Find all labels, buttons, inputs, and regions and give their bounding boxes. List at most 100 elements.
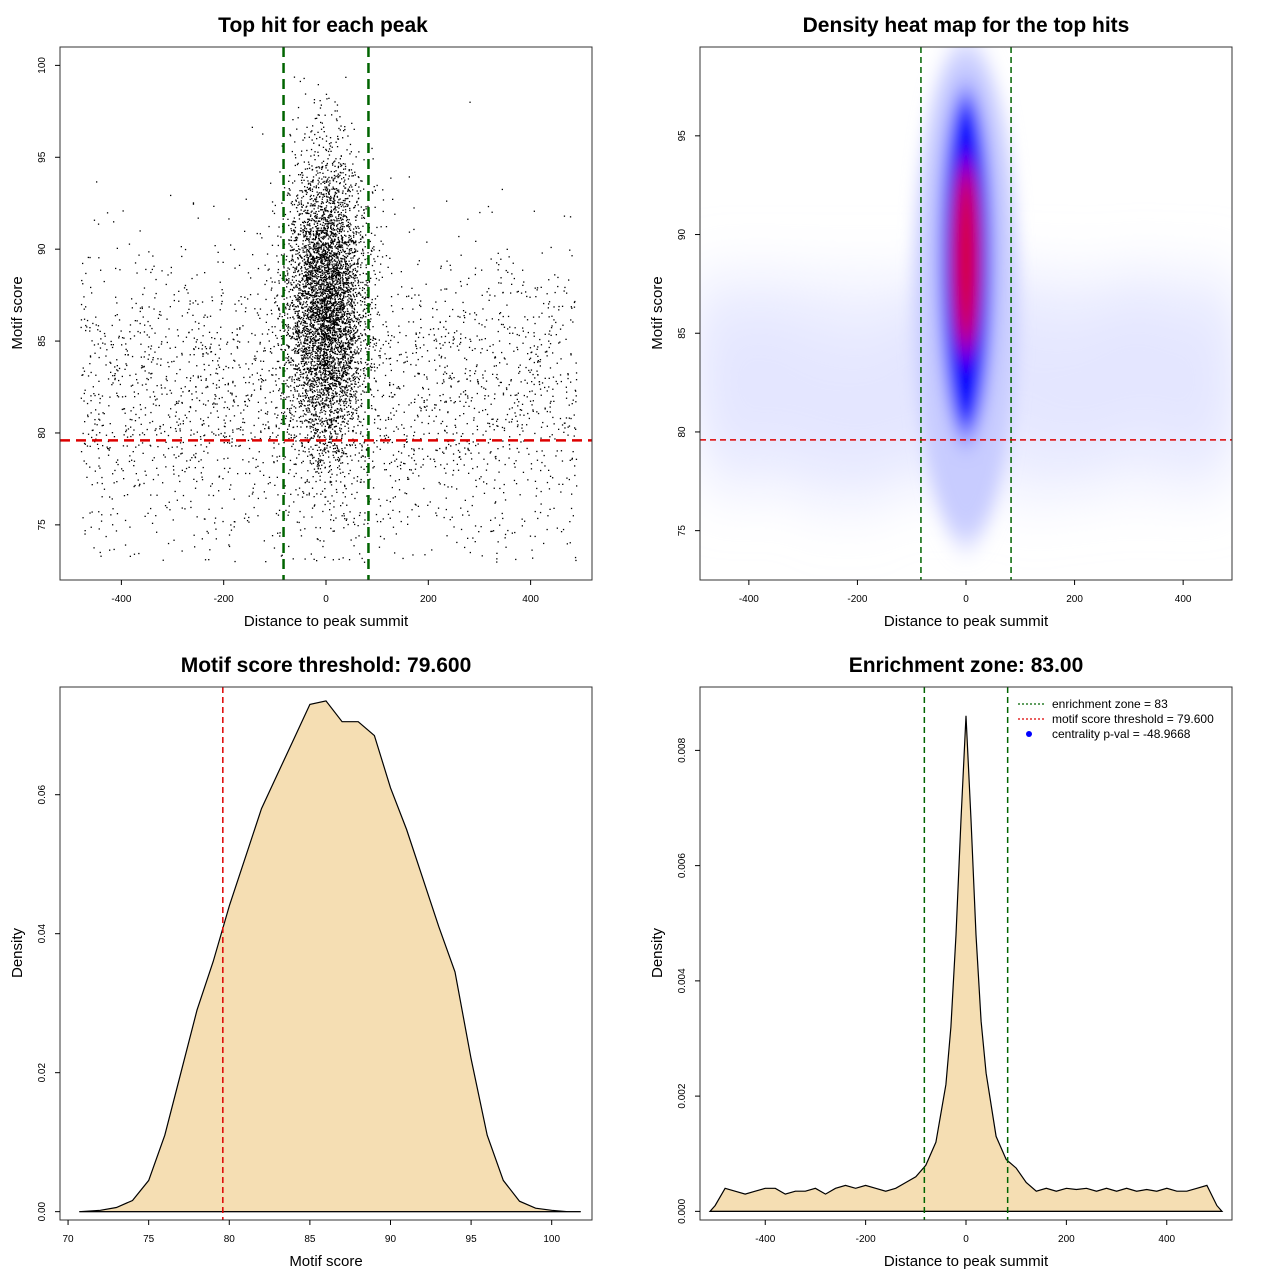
scatter-point bbox=[338, 330, 341, 332]
scatter-point bbox=[160, 358, 162, 360]
scatter-point bbox=[350, 224, 352, 226]
scatter-point bbox=[309, 411, 311, 413]
scatter-point bbox=[351, 411, 353, 414]
scatter-point bbox=[312, 457, 314, 459]
scatter-point bbox=[524, 316, 526, 318]
scatter-point bbox=[134, 396, 136, 398]
scatter-point bbox=[280, 348, 282, 351]
scatter-point bbox=[84, 389, 86, 391]
scatter-point bbox=[364, 258, 366, 261]
scatter-point bbox=[280, 344, 283, 346]
scatter-point bbox=[505, 269, 507, 272]
scatter-point bbox=[353, 394, 355, 396]
scatter-point bbox=[220, 338, 222, 340]
scatter-point bbox=[391, 441, 393, 444]
scatter-point bbox=[439, 483, 441, 485]
scatter-point bbox=[311, 339, 313, 341]
scatter-point bbox=[465, 401, 467, 403]
scatter-point bbox=[338, 189, 340, 191]
scatter-point bbox=[137, 330, 139, 333]
scatter-point bbox=[423, 406, 426, 408]
scatter-point bbox=[97, 343, 99, 345]
scatter-point bbox=[342, 242, 344, 244]
scatter-point bbox=[327, 169, 329, 171]
scatter-point bbox=[312, 377, 314, 379]
scatter-point bbox=[313, 289, 315, 291]
scatter-point bbox=[257, 293, 259, 295]
scatter-point bbox=[328, 339, 330, 341]
scatter-point bbox=[222, 435, 225, 437]
scatter-point bbox=[309, 246, 311, 248]
scatter-point bbox=[149, 325, 151, 327]
scatter-point bbox=[168, 366, 170, 368]
scatter-point bbox=[342, 281, 344, 283]
scatter-point bbox=[325, 351, 328, 353]
scatter-point bbox=[276, 460, 278, 462]
scatter-point bbox=[347, 389, 349, 391]
scatter-point bbox=[319, 317, 321, 319]
scatter-point bbox=[333, 366, 335, 368]
scatter-point bbox=[326, 220, 328, 222]
scatter-point bbox=[531, 381, 533, 383]
scatter-point bbox=[242, 418, 244, 420]
scatter-point bbox=[417, 372, 419, 374]
scatter-point bbox=[291, 288, 293, 291]
scatter-point bbox=[335, 377, 337, 379]
scatter-point bbox=[307, 390, 309, 392]
scatter-point bbox=[360, 478, 362, 481]
scatter-point bbox=[353, 351, 355, 353]
scatter-point bbox=[509, 332, 511, 334]
scatter-point bbox=[313, 345, 315, 347]
scatter-point bbox=[481, 294, 483, 296]
scatter-point bbox=[128, 243, 131, 245]
scatter-point bbox=[345, 393, 347, 396]
scatter-point bbox=[328, 245, 330, 247]
scatter-point bbox=[416, 347, 418, 350]
scatter-point bbox=[456, 345, 459, 347]
scatter-point bbox=[332, 254, 334, 256]
scatter-point bbox=[424, 554, 426, 556]
scatter-point bbox=[131, 355, 134, 358]
scatter-point bbox=[304, 266, 306, 269]
scatter-point bbox=[196, 339, 198, 341]
scatter-point bbox=[169, 389, 171, 392]
scatter-point bbox=[323, 180, 325, 183]
scatter-point bbox=[356, 376, 358, 378]
scatter-point bbox=[352, 417, 354, 419]
scatter-point bbox=[331, 238, 333, 240]
scatter-point bbox=[244, 404, 247, 406]
scatter-point bbox=[193, 348, 195, 350]
scatter-point bbox=[295, 239, 297, 242]
scatter-point bbox=[390, 305, 393, 307]
scatter-point bbox=[265, 298, 267, 301]
scatter-point bbox=[122, 445, 125, 447]
scatter-point bbox=[303, 245, 305, 247]
scatter-point bbox=[100, 520, 103, 522]
scatter-point bbox=[87, 375, 90, 377]
scatter-point bbox=[335, 301, 337, 303]
scatter-point bbox=[366, 364, 368, 366]
scatter-point bbox=[307, 272, 309, 274]
scatter-point bbox=[320, 265, 322, 267]
scatter-point bbox=[355, 227, 358, 229]
scatter-point bbox=[464, 546, 466, 549]
scatter-point bbox=[522, 284, 524, 286]
scatter-point bbox=[523, 414, 525, 416]
scatter-point bbox=[143, 482, 145, 485]
scatter-point bbox=[324, 268, 326, 270]
scatter-point bbox=[288, 386, 290, 388]
scatter-point bbox=[559, 417, 562, 420]
scatter-point bbox=[322, 368, 324, 370]
scatter-point bbox=[360, 405, 363, 408]
scatter-point bbox=[349, 333, 351, 335]
scatter-point bbox=[498, 385, 500, 387]
scatter-point bbox=[384, 353, 386, 355]
scatter-point bbox=[208, 425, 210, 427]
scatter-point bbox=[354, 242, 357, 244]
scatter-point bbox=[355, 383, 357, 385]
scatter-point bbox=[251, 493, 254, 495]
scatter-point bbox=[370, 232, 373, 234]
scatter-point bbox=[351, 459, 353, 461]
scatter-point bbox=[83, 296, 85, 298]
scatter-point bbox=[390, 412, 392, 414]
